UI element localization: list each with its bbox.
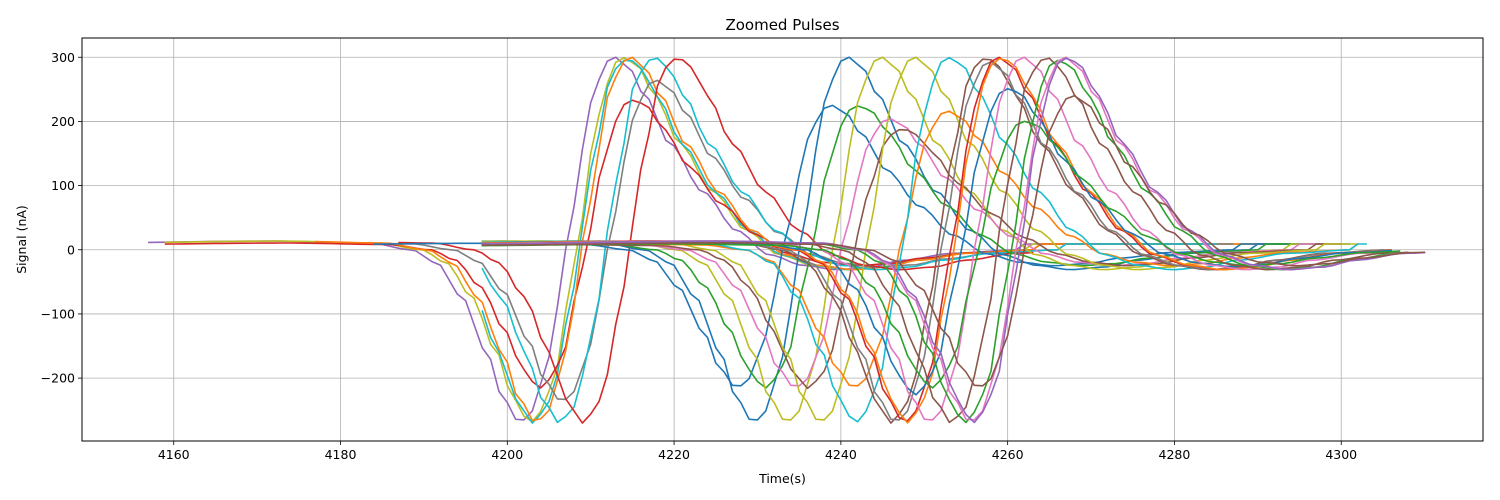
y-tick-label: 100 (51, 178, 75, 193)
y-tick-label: 0 (67, 242, 75, 257)
x-tick-label: 4160 (158, 447, 190, 462)
x-tick-label: 4280 (1159, 447, 1191, 462)
plot-frame (81, 37, 1484, 442)
y-axis: −200 −100 0 100 200 300 (41, 50, 82, 386)
x-tick-label: 4260 (992, 447, 1024, 462)
y-tick-label: −200 (41, 371, 75, 386)
y-tick-label: 200 (51, 114, 75, 129)
pulse-series-line (481, 57, 1426, 424)
x-tick-label: 4200 (491, 447, 523, 462)
y-tick-label: −100 (41, 306, 75, 321)
y-tick-label: 300 (51, 50, 75, 65)
pulse-series-line (481, 94, 1426, 387)
x-axis-label: Time(s) (758, 471, 806, 486)
series-layer (147, 56, 1426, 424)
chart-title: Zoomed Pulses (725, 16, 839, 34)
x-tick-label: 4300 (1325, 447, 1357, 462)
x-tick-label: 4240 (825, 447, 857, 462)
pulse-series-line (398, 58, 1034, 424)
x-tick-label: 4220 (658, 447, 690, 462)
y-axis-label: Signal (nA) (14, 205, 29, 274)
x-axis: 4160 4180 4200 4220 4240 4260 4280 4300 (158, 441, 1357, 462)
x-tick-label: 4180 (325, 447, 357, 462)
